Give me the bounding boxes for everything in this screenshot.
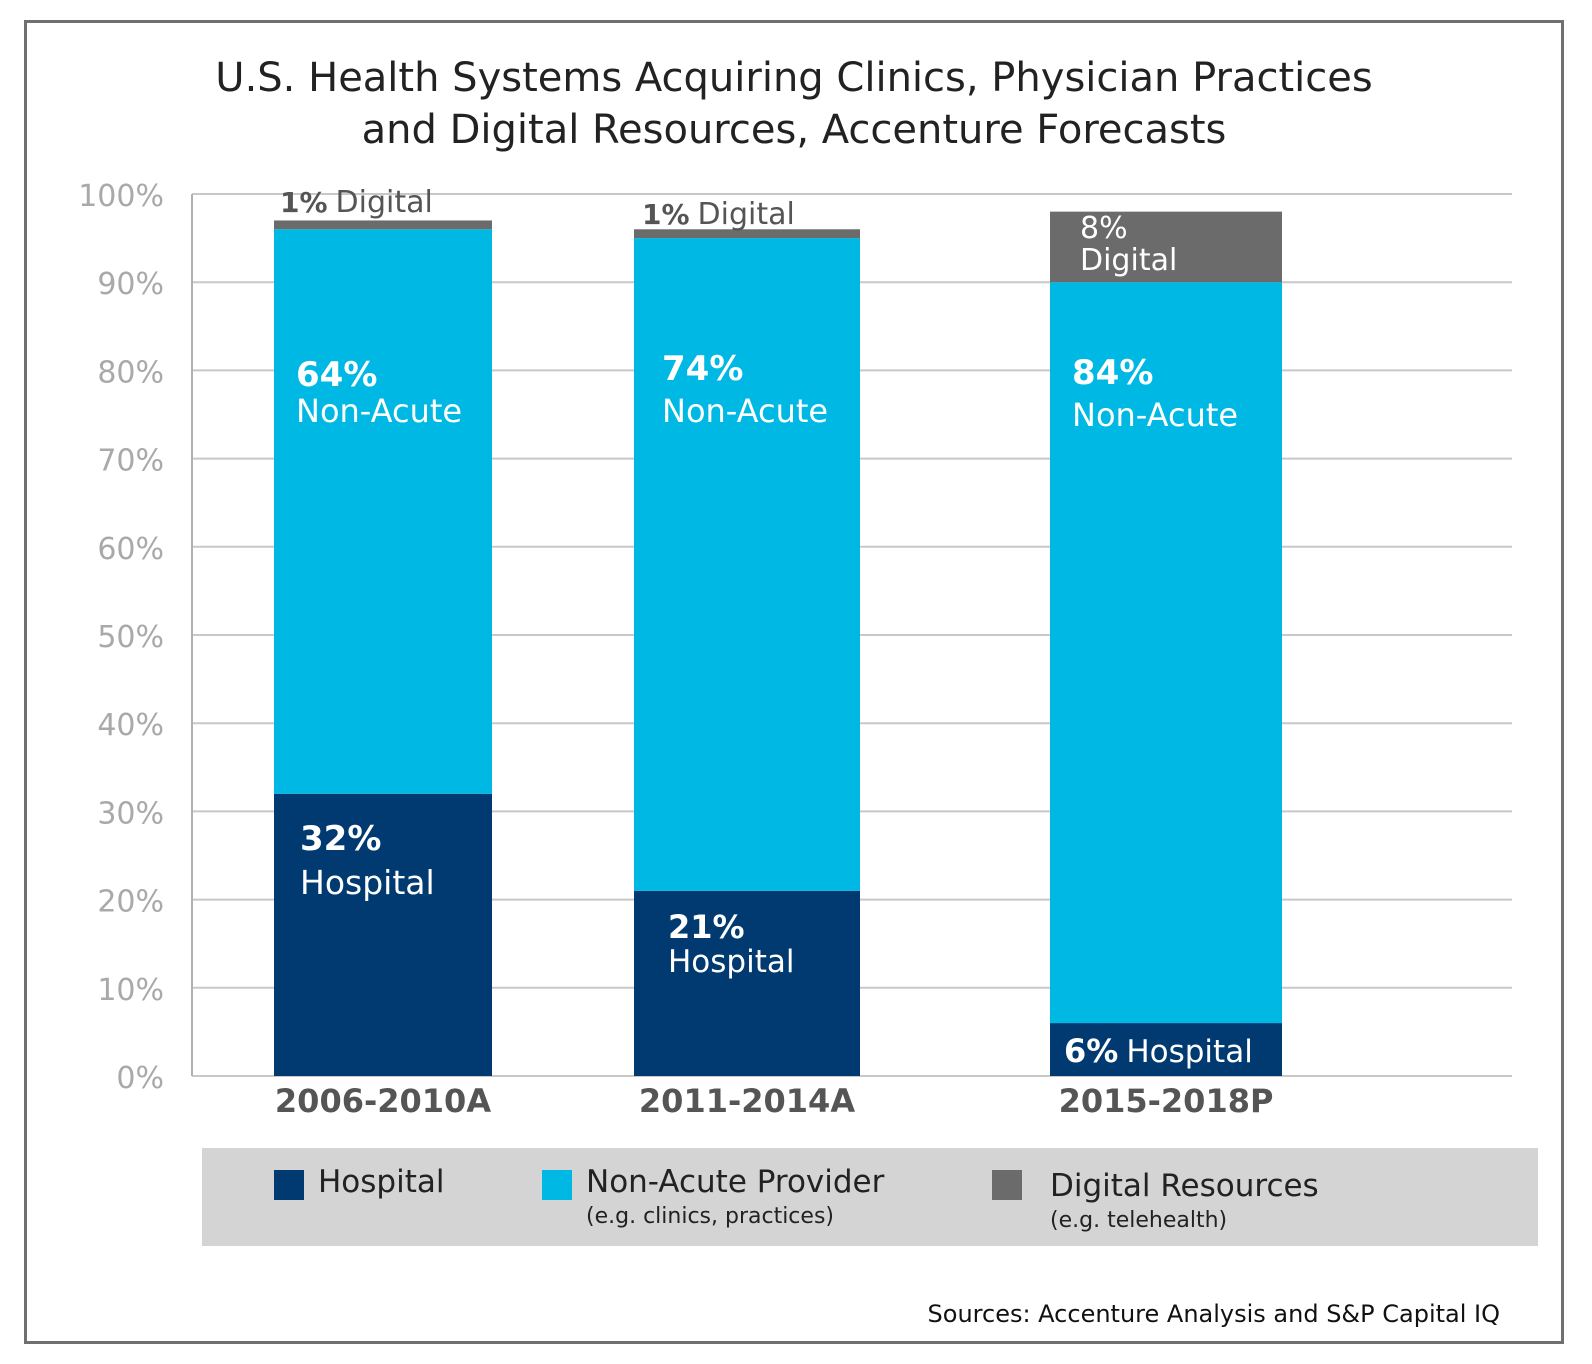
chart-title-line-1: U.S. Health Systems Acquiring Clinics, P… [215,55,1373,101]
bar-segment-hospital [1050,1023,1282,1076]
segment-label: 8% Digital [1080,211,1177,278]
legend-label-non-acute: Non-Acute Provider [586,1164,885,1200]
bar-segment-digital-resources [1050,211,1282,283]
segment-label: 74% Non-Acute [662,349,828,430]
x-category-label: 2006-2010A [275,1082,491,1120]
segment-label: 84% Non-Acute [1072,353,1238,434]
y-tick-label: 60% [97,532,164,567]
legend: Hospital Non-Acute Provider (e.g. clinic… [202,1148,1538,1246]
segment-label: 21% Hospital [668,908,794,980]
legend-label-digital: Digital Resources [1050,1168,1319,1204]
segment-label: 64% Non-Acute [296,355,462,430]
segment-label: 32% Hospital [300,819,435,902]
bar-segment-non-acute-provider [634,238,860,891]
segment-label: 1% Digital [280,185,433,220]
bar-segment-digital-resources [634,229,860,239]
y-tick-label: 50% [97,620,164,655]
y-tick-label: 80% [97,355,164,390]
x-category-label: 2015-2018P [1059,1082,1274,1120]
bar-segment-non-acute-provider [1050,282,1282,1024]
y-tick-label: 100% [78,179,164,214]
legend-sub-digital: (e.g. telehealth) [1050,1208,1228,1233]
legend-swatch-non-acute [542,1170,572,1200]
legend-sub-non-acute: (e.g. clinics, practices) [586,1204,834,1229]
y-tick-label: 70% [97,444,164,479]
chart-title-line-2: and Digital Resources, Accenture Forecas… [361,107,1227,153]
chart-title: U.S. Health Systems Acquiring Clinics, P… [24,52,1564,156]
source-note: Sources: Accenture Analysis and S&P Capi… [927,1300,1500,1328]
legend-swatch-hospital [274,1170,304,1200]
y-tick-label: 0% [116,1061,164,1096]
x-category-label: 2011-2014A [639,1082,855,1120]
bar-segment-digital-resources [274,220,492,230]
legend-label-hospital: Hospital [318,1164,445,1200]
legend-swatch-digital [992,1170,1022,1200]
bar-segment-hospital [634,890,860,1076]
y-tick-label: 20% [97,885,164,920]
y-tick-label: 10% [97,973,164,1008]
y-tick-label: 40% [97,708,164,743]
segment-label: 1% Digital [642,197,795,232]
bar-segment-non-acute-provider [274,229,492,794]
bar-segment-hospital [274,793,492,1076]
y-tick-label: 90% [97,267,164,302]
segment-label: 6% Hospital [1064,1032,1253,1070]
y-tick-label: 30% [97,796,164,831]
